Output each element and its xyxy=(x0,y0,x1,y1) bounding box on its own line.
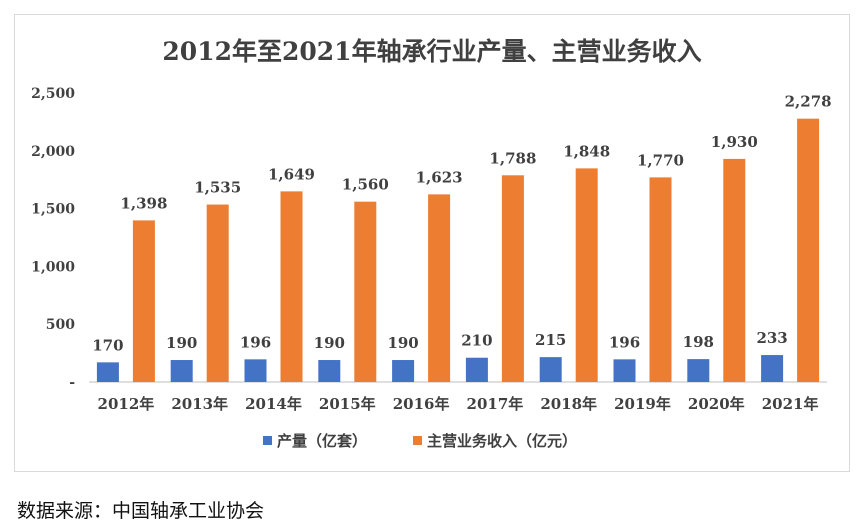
data-label-production: 196 xyxy=(240,333,271,351)
bar-revenue xyxy=(501,175,524,382)
data-label-revenue: 1,535 xyxy=(194,179,241,197)
data-label-production: 233 xyxy=(756,329,787,347)
bar-revenue xyxy=(723,158,746,382)
data-label-production: 190 xyxy=(387,334,418,352)
bar-revenue xyxy=(280,191,303,382)
bar-production xyxy=(465,357,488,382)
bar-revenue xyxy=(428,194,451,382)
y-tick-label: 1,500 xyxy=(31,202,75,218)
legend-swatch-production xyxy=(263,436,272,445)
x-tick-label: 2013年 xyxy=(171,395,228,413)
data-label-production: 190 xyxy=(166,334,197,352)
data-label-production: 170 xyxy=(92,336,123,354)
x-tick-label: 2021年 xyxy=(762,395,819,413)
bar-production xyxy=(539,357,562,382)
data-label-revenue: 1,560 xyxy=(342,176,389,194)
x-tick-label: 2012年 xyxy=(98,395,155,413)
bar-production xyxy=(761,355,784,382)
data-label-revenue: 1,770 xyxy=(637,151,684,169)
bar-production xyxy=(170,360,193,382)
y-tick-label: 2,500 xyxy=(31,86,75,102)
chart-title: 2012年至2021年轴承行业产量、主营业务收入 xyxy=(162,37,701,66)
bar-revenue xyxy=(206,204,229,382)
legend-label-production: 产量（亿套） xyxy=(277,432,367,450)
x-tick-label: 2015年 xyxy=(319,395,376,413)
x-tick-label: 2016年 xyxy=(393,395,450,413)
bar-production xyxy=(613,359,636,382)
x-tick-label: 2020年 xyxy=(688,395,745,413)
source-note: 数据来源：中国轴承工业协会 xyxy=(17,496,264,523)
bar-revenue xyxy=(354,201,377,382)
bar-production xyxy=(392,360,415,382)
x-tick-label: 2017年 xyxy=(467,395,524,413)
source-label: 数据来源： xyxy=(17,500,113,522)
data-label-revenue: 1,930 xyxy=(711,133,758,151)
legend-label-revenue: 主营业务收入（亿元） xyxy=(427,432,577,450)
bar-production xyxy=(687,359,710,382)
bar-production xyxy=(318,360,341,382)
y-tick-label: 1,000 xyxy=(31,259,75,275)
bar-revenue xyxy=(649,177,672,382)
bar-chart: 2012年至2021年轴承行业产量、主营业务收入 - 500 1,000 1,500 2… xyxy=(31,37,831,450)
data-labels: 170 1,398 190 1,535 196 1,649 190 1,560 190 1,623… xyxy=(92,93,831,355)
bar-revenue xyxy=(132,220,155,382)
bar-production xyxy=(244,359,267,382)
data-label-production: 190 xyxy=(314,334,345,352)
legend: 产量（亿套） 主营业务收入（亿元） xyxy=(263,432,577,450)
data-label-revenue: 1,398 xyxy=(120,194,167,212)
y-tick-label: 500 xyxy=(46,317,75,333)
y-axis: - 500 1,000 1,500 2,000 2,500 xyxy=(31,86,75,391)
x-axis: 2012年 2013年 2014年 2015年 2016年 2017年 2018年 2019年… xyxy=(98,395,819,413)
bar-production xyxy=(96,362,119,382)
data-label-revenue: 1,788 xyxy=(489,149,536,167)
data-label-production: 196 xyxy=(609,333,640,351)
data-label-production: 215 xyxy=(535,331,566,349)
data-label-revenue: 1,649 xyxy=(268,165,315,183)
x-tick-label: 2018年 xyxy=(540,395,597,413)
bar-revenue xyxy=(575,168,598,382)
data-label-revenue: 1,848 xyxy=(563,142,610,160)
y-tick-label: 2,000 xyxy=(31,144,75,160)
legend-swatch-revenue xyxy=(413,436,422,445)
bar-revenue xyxy=(797,118,820,382)
data-label-production: 198 xyxy=(683,333,714,351)
bars-group xyxy=(96,118,820,382)
data-label-revenue: 1,623 xyxy=(416,168,463,186)
x-tick-label: 2019年 xyxy=(614,395,671,413)
chart-frame: 2012年至2021年轴承行业产量、主营业务收入 - 500 1,000 1,500 2… xyxy=(14,14,850,472)
x-tick-label: 2014年 xyxy=(245,395,302,413)
data-label-production: 210 xyxy=(461,332,492,350)
source-text: 中国轴承工业协会 xyxy=(112,500,265,522)
data-label-revenue: 2,278 xyxy=(785,93,832,111)
y-tick-label: - xyxy=(69,375,75,391)
